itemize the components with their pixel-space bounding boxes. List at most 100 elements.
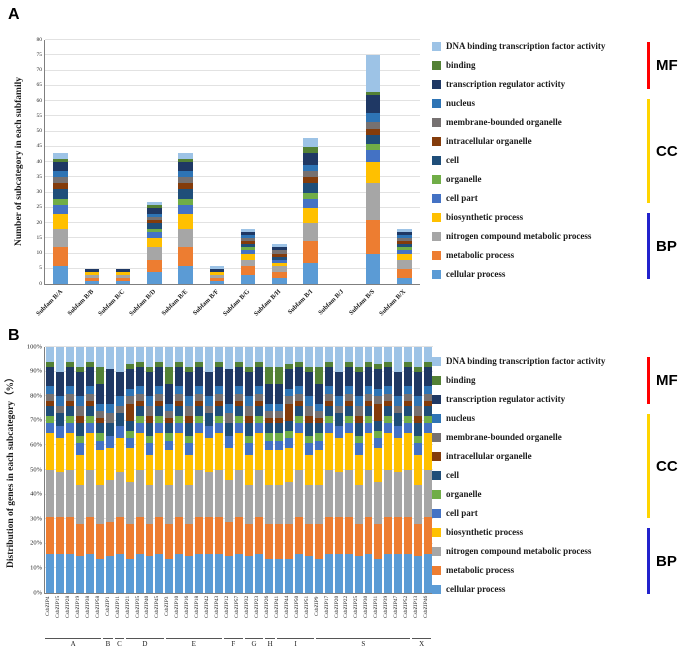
gridline [45,54,420,56]
bar-slot [234,347,244,593]
legend-label: biosynthetic process [446,527,524,537]
bar-slot [201,40,232,284]
bar-segment [209,271,225,275]
stacked-bar [65,347,74,593]
x-tick-label: CsbZIP13 [413,596,420,619]
bar-segment [255,415,263,424]
bar-segment [397,247,412,251]
bar-segment [374,430,383,439]
bar-segment [384,516,393,554]
bar-segment [147,238,162,248]
bar-segment [55,396,64,407]
bar-segment [178,229,193,248]
bar-segment [178,162,193,172]
bar-segment [384,393,393,402]
legend-swatch [432,490,441,499]
stacked-bar [245,347,254,593]
gene-group-label: G [251,640,257,648]
stacked-bar [304,347,313,593]
bar-segment [225,403,234,414]
bar-segment [245,406,254,416]
legend-item: transcription regulator activity [432,395,642,404]
gridline [45,161,420,162]
bar-segment [284,403,293,421]
bar-segment [135,553,144,593]
bar-slot [354,347,364,593]
y-tick-label: 0% [33,588,42,596]
bar-segment [95,558,104,593]
bar-segment [324,433,333,471]
bar-segment [85,423,94,434]
bar-segment [344,406,353,416]
bar-segment [284,430,293,439]
x-tick-label: CsbZIP16 [184,596,191,619]
legend-label: binding [446,60,476,70]
bar-segment [314,450,323,485]
bar-segment [215,386,224,394]
bar-segment [155,415,164,424]
legend-label: cell [446,155,459,165]
panel-a-legend: DNA binding transcription factor activit… [432,42,642,289]
bar-segment [414,423,423,436]
stacked-bar [178,40,193,284]
legend-swatch [432,118,441,127]
bar-segment [245,396,254,407]
bar-segment [95,484,104,525]
bar-segment [225,556,234,593]
gene-group-label: F [231,640,236,648]
bar-slot [344,347,354,593]
bar-segment [374,403,383,421]
panel-a-y-axis-title: Number of subcategory in each subfamily [14,77,24,247]
legend-label: nitrogen compound metabolic process [446,546,592,556]
bar-segment [115,371,124,397]
gridline [45,69,420,71]
bar-segment [364,433,373,471]
bar-segment [145,366,154,372]
go-group-line [647,42,650,89]
bar-segment [205,371,214,397]
bar-segment [147,201,162,205]
bar-segment [135,415,144,424]
legend-label: organelle [446,489,482,499]
bar-segment [95,423,104,434]
bar-segment [374,369,383,389]
bar-segment [55,438,64,473]
go-group-label: MF [656,57,678,74]
bar-segment [364,406,373,416]
bar-segment [314,423,323,434]
gridline [45,115,420,117]
bar-segment [195,470,204,517]
bar-segment [294,516,303,554]
bar-segment [65,423,74,434]
bar-segment [215,415,224,424]
bar-segment [354,556,363,593]
stacked-bar [185,347,194,593]
bar-segment [264,433,273,441]
gridline [45,346,433,347]
bar-slot [204,347,214,593]
bar-segment [185,484,194,525]
x-tick-label: CsbZIP23 [253,596,260,619]
bar-segment [209,265,225,269]
bar-segment [185,415,194,424]
y-tick-label: 90% [30,367,42,375]
bar-segment [304,484,313,525]
bar-segment [245,366,254,372]
x-tick-label: CsbZIP28 [64,596,71,619]
y-tick-label: 10 [36,249,43,256]
x-tick-label: CsbZIP19 [74,596,81,619]
bar-segment [46,347,54,362]
legend-swatch [432,61,441,70]
bar-segment [245,484,254,525]
bar-segment [264,558,273,593]
bar-segment [165,484,174,525]
bar-segment [84,277,100,281]
bar-segment [195,406,204,416]
bar-segment [274,524,283,559]
legend-item: nitrogen compound metabolic process [432,547,642,556]
bar-segment [334,371,343,397]
bar-segment [365,253,381,284]
bar-segment [424,415,433,424]
legend-item: intracellular organelle [432,137,642,146]
bar-segment [135,406,144,416]
